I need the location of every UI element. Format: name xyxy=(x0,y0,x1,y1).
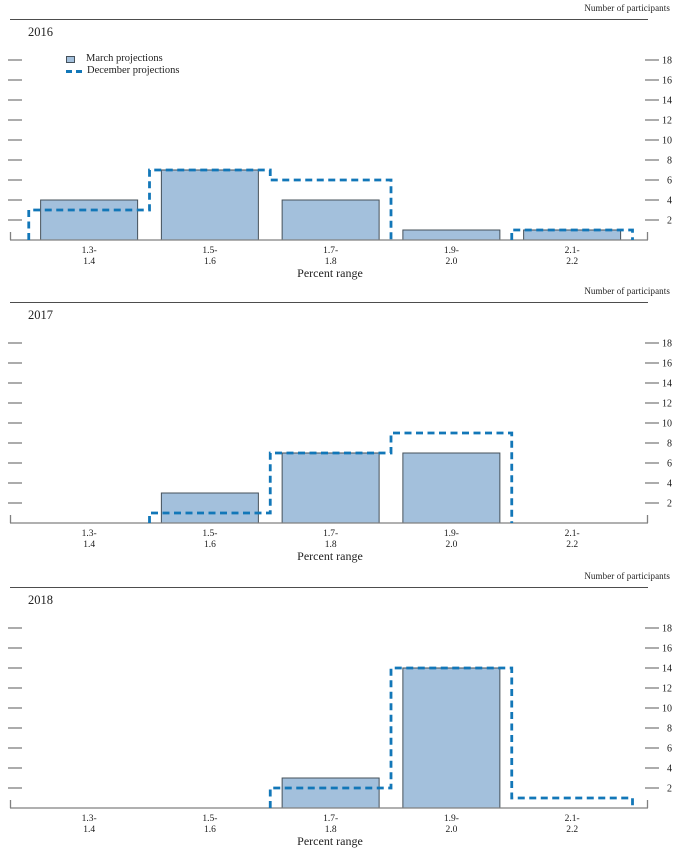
march-bar-swatch-icon xyxy=(66,55,75,63)
y-tick-label: 4 xyxy=(667,196,672,207)
chart-2017: 246810121416181.3-1.41.5-1.61.7-1.81.9-2… xyxy=(8,339,672,550)
december-step-line xyxy=(268,666,634,808)
legend-row-march: March projections xyxy=(66,53,179,65)
x-tick-label-line1: 1.5- xyxy=(202,529,217,539)
panel-2018: Number of participants 2018 2 4 6 8 10 12 14 16… xyxy=(0,568,674,856)
panel-year-title: 2016 xyxy=(28,25,53,39)
x-tick-label-line2: 1.6 xyxy=(204,540,216,550)
panel-year-title: 2017 xyxy=(28,308,53,322)
y-tick-label: 6 xyxy=(667,744,672,755)
y-tick-label: 14 xyxy=(662,379,672,390)
march-bar-1.9-2.0 xyxy=(402,452,501,524)
x-tick-label-line1: 1.5- xyxy=(202,246,217,256)
x-tick-label-line2: 2.2 xyxy=(566,540,578,550)
x-tick-label-line2: 2.2 xyxy=(566,825,578,835)
march-bar-2.1-2.2 xyxy=(523,229,622,241)
x-tick-label-line2: 1.6 xyxy=(204,257,216,267)
x-tick-label-line1: 1.7- xyxy=(323,246,338,256)
y-tick-label: 14 xyxy=(662,664,672,675)
x-tick-label-line1: 1.9- xyxy=(444,246,459,256)
march-bar-1.5-1.6 xyxy=(160,169,259,241)
y-tick-label: 12 xyxy=(662,116,672,127)
march-bar-1.7-1.8 xyxy=(281,452,380,524)
x-tick-label-line2: 2.2 xyxy=(566,257,578,267)
legend-row-december: December projections xyxy=(66,65,179,77)
x-tick-label-line1: 2.1- xyxy=(565,529,580,539)
x-tick-label-line1: 2.1- xyxy=(565,814,580,824)
x-tick-label-line2: 2.0 xyxy=(445,825,457,835)
x-tick-label-line1: 1.7- xyxy=(323,814,338,824)
x-tick-label-line2: 1.4 xyxy=(83,257,95,267)
y-tick-label: 16 xyxy=(662,359,672,370)
panel-2017: Number of participants 2017 2 4 6 8 10 12 14 16… xyxy=(0,283,674,568)
right-axis-title: Number of participants xyxy=(584,286,670,296)
x-tick-label-line2: 1.6 xyxy=(204,825,216,835)
x-axis-title: Percent range xyxy=(297,834,363,848)
x-tick-label-line1: 1.9- xyxy=(444,529,459,539)
right-axis-title: Number of participants xyxy=(584,3,670,13)
december-dash-swatch-icon xyxy=(66,69,86,73)
x-tick-label-line2: 2.0 xyxy=(445,540,457,550)
december-step-line xyxy=(27,168,634,240)
panel-divider-rule xyxy=(10,302,648,303)
panel-2016: Number of participants 2016 2 4 6 8 10 12 14 16… xyxy=(0,0,674,283)
march-bar-1.5-1.6 xyxy=(160,492,259,524)
y-tick-label: 12 xyxy=(662,684,672,695)
x-tick-label-line2: 2.0 xyxy=(445,257,457,267)
y-tick-label: 10 xyxy=(662,704,672,715)
y-tick-label: 10 xyxy=(662,419,672,430)
y-tick-label: 2 xyxy=(667,784,672,795)
y-tick-label: 16 xyxy=(662,644,672,655)
chart-2018: 246810121416181.3-1.41.5-1.61.7-1.81.9-2… xyxy=(8,624,672,835)
x-tick-label-line1: 1.5- xyxy=(202,814,217,824)
y-tick-label: 16 xyxy=(662,76,672,87)
x-tick-label-line2: 1.4 xyxy=(83,825,95,835)
panel-divider-rule xyxy=(10,587,648,588)
y-tick-label: 8 xyxy=(667,724,672,735)
x-axis-title: Percent range xyxy=(297,549,363,563)
march-bar-1.7-1.8 xyxy=(281,199,380,241)
legend-december-label: December projections xyxy=(87,65,180,76)
x-tick-label-line2: 1.8 xyxy=(325,825,337,835)
y-tick-label: 14 xyxy=(662,96,672,107)
x-tick-label-line1: 1.3- xyxy=(82,814,97,824)
y-tick-label: 4 xyxy=(667,764,672,775)
chart-legend: March projections December projections xyxy=(66,53,179,77)
y-tick-label: 2 xyxy=(667,216,672,227)
legend-march-label: March projections xyxy=(86,53,163,64)
x-tick-label-line2: 1.8 xyxy=(325,257,337,267)
x-tick-label-line2: 1.8 xyxy=(325,540,337,550)
y-tick-label: 18 xyxy=(662,339,672,350)
x-tick-label-line1: 2.1- xyxy=(565,246,580,256)
y-tick-label: 18 xyxy=(662,624,672,635)
x-tick-label-line1: 1.9- xyxy=(444,814,459,824)
right-axis-title: Number of participants xyxy=(584,571,670,581)
x-tick-label-line1: 1.3- xyxy=(82,246,97,256)
panel-divider-rule xyxy=(10,19,648,20)
march-bar-1.7-1.8 xyxy=(281,777,380,809)
x-tick-label-line2: 1.4 xyxy=(83,540,95,550)
march-bar-1.9-2.0 xyxy=(402,229,501,241)
december-step-line xyxy=(148,431,514,523)
panel-year-title: 2018 xyxy=(28,593,53,607)
y-tick-label: 8 xyxy=(667,156,672,167)
y-tick-label: 10 xyxy=(662,136,672,147)
y-tick-label: 2 xyxy=(667,499,672,510)
y-tick-label: 6 xyxy=(667,176,672,187)
march-bar-1.9-2.0 xyxy=(402,667,501,809)
y-tick-label: 6 xyxy=(667,459,672,470)
march-bar-1.3-1.4 xyxy=(40,199,139,241)
chart-2016: 246810121416181.3-1.41.5-1.61.7-1.81.9-2… xyxy=(8,56,672,267)
y-tick-label: 12 xyxy=(662,399,672,410)
x-axis-title: Percent range xyxy=(297,266,363,280)
x-tick-label-line1: 1.7- xyxy=(323,529,338,539)
y-tick-label: 8 xyxy=(667,439,672,450)
y-tick-label: 4 xyxy=(667,479,672,490)
x-tick-label-line1: 1.3- xyxy=(82,529,97,539)
y-tick-label: 18 xyxy=(662,56,672,67)
